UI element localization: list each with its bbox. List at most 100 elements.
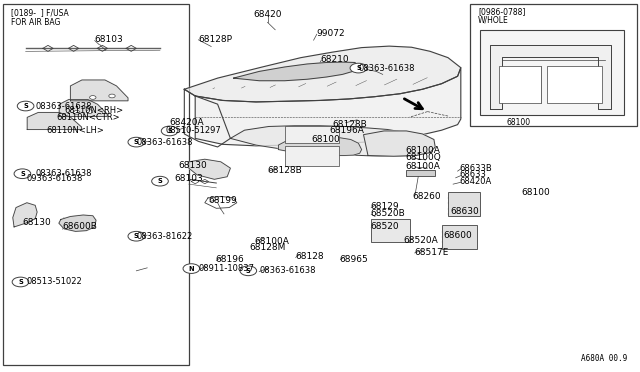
Text: N: N [189, 266, 194, 272]
Polygon shape [189, 159, 230, 179]
Text: A680A 00.9: A680A 00.9 [581, 354, 627, 363]
Bar [406, 170, 435, 176]
Circle shape [152, 176, 168, 186]
Text: 09363-61638: 09363-61638 [27, 174, 83, 183]
Text: 08363-61638: 08363-61638 [259, 266, 316, 275]
Text: 68128: 68128 [296, 252, 324, 261]
Text: 68128M: 68128M [250, 243, 286, 252]
Circle shape [12, 277, 29, 287]
Text: S: S [167, 128, 172, 134]
Text: 08363-61638: 08363-61638 [358, 64, 415, 73]
Circle shape [90, 96, 96, 99]
Text: 68633B: 68633B [460, 164, 492, 173]
Bar [285, 146, 339, 166]
Text: 68965: 68965 [339, 255, 368, 264]
Text: 68100: 68100 [311, 135, 340, 144]
Bar [3, 4, 189, 365]
Text: 68110N<LH>: 68110N<LH> [47, 126, 104, 135]
Text: S: S [157, 178, 163, 184]
Polygon shape [59, 215, 96, 231]
Text: 68110N<RH>: 68110N<RH> [64, 106, 123, 115]
Circle shape [17, 101, 34, 111]
Polygon shape [234, 62, 355, 81]
Bar [480, 30, 624, 115]
Text: 68100A: 68100A [405, 146, 440, 155]
Polygon shape [490, 45, 611, 109]
Text: 68129: 68129 [370, 202, 399, 211]
Circle shape [128, 137, 145, 147]
Text: 68100A: 68100A [255, 237, 289, 246]
Polygon shape [28, 112, 82, 129]
Text: 08363-61638: 08363-61638 [35, 102, 92, 110]
Text: 68196: 68196 [216, 255, 244, 264]
Bar [448, 192, 480, 216]
Text: 68633: 68633 [460, 170, 486, 179]
Text: 68420A: 68420A [170, 118, 204, 127]
Circle shape [183, 264, 200, 273]
Text: 68128B: 68128B [333, 120, 367, 129]
Bar [547, 66, 602, 103]
Text: 99072: 99072 [317, 29, 346, 38]
Text: S: S [18, 279, 23, 285]
Text: 68420: 68420 [253, 10, 282, 19]
Bar [470, 4, 637, 126]
Text: 68260: 68260 [412, 192, 441, 201]
Text: 68520: 68520 [370, 222, 399, 231]
Text: W/HOLE: W/HOLE [478, 16, 509, 25]
Polygon shape [195, 68, 461, 146]
Text: 68128B: 68128B [268, 166, 302, 174]
Bar [285, 126, 339, 143]
Circle shape [109, 94, 115, 98]
Text: 08513-51022: 08513-51022 [27, 278, 83, 286]
Text: 68100A: 68100A [405, 162, 440, 171]
Text: 68100: 68100 [506, 118, 531, 126]
Bar [499, 66, 541, 103]
Text: 08363-61638: 08363-61638 [35, 169, 92, 178]
Circle shape [86, 110, 93, 113]
Text: 68600B: 68600B [63, 222, 97, 231]
Text: 08911-10837: 08911-10837 [198, 264, 255, 273]
Text: 68210: 68210 [320, 55, 349, 64]
Text: 68630: 68630 [450, 207, 479, 216]
Text: 08363-81622: 08363-81622 [136, 232, 193, 241]
Text: 68196A: 68196A [330, 126, 364, 135]
Text: 68128P: 68128P [198, 35, 232, 44]
Text: S: S [134, 233, 139, 239]
Circle shape [14, 169, 31, 179]
Text: S: S [23, 103, 28, 109]
Text: [0189-  ] F/USA: [0189- ] F/USA [11, 9, 68, 17]
Bar [442, 225, 477, 249]
Text: 68420A: 68420A [460, 177, 492, 186]
Polygon shape [184, 46, 461, 102]
Circle shape [350, 63, 367, 73]
Polygon shape [13, 203, 37, 227]
Text: S: S [20, 171, 25, 177]
Bar [371, 219, 410, 242]
Polygon shape [60, 100, 108, 116]
Text: 68110N<CTR>: 68110N<CTR> [56, 113, 120, 122]
Polygon shape [278, 137, 362, 155]
Text: S: S [134, 139, 139, 145]
Text: 68100Q: 68100Q [405, 153, 441, 162]
Text: FOR AIR BAG: FOR AIR BAG [11, 18, 60, 27]
Text: 68520B: 68520B [370, 209, 404, 218]
Text: 68103: 68103 [175, 174, 204, 183]
Text: 68130: 68130 [178, 161, 207, 170]
Text: [0986-0788]: [0986-0788] [478, 7, 525, 16]
Polygon shape [70, 80, 128, 101]
Text: 68100: 68100 [522, 188, 550, 197]
Polygon shape [364, 131, 435, 156]
Circle shape [161, 126, 178, 136]
Text: S: S [356, 65, 361, 71]
Polygon shape [230, 126, 426, 156]
Text: 08363-61638: 08363-61638 [136, 138, 193, 147]
Text: 68103: 68103 [95, 35, 124, 44]
Text: 68600: 68600 [444, 231, 472, 240]
Text: 68520A: 68520A [403, 236, 438, 245]
Text: 68517E: 68517E [414, 248, 449, 257]
Circle shape [240, 266, 257, 276]
Circle shape [74, 110, 80, 114]
Text: S: S [246, 268, 251, 274]
Text: 68130: 68130 [22, 218, 51, 227]
Text: 68199: 68199 [208, 196, 237, 205]
